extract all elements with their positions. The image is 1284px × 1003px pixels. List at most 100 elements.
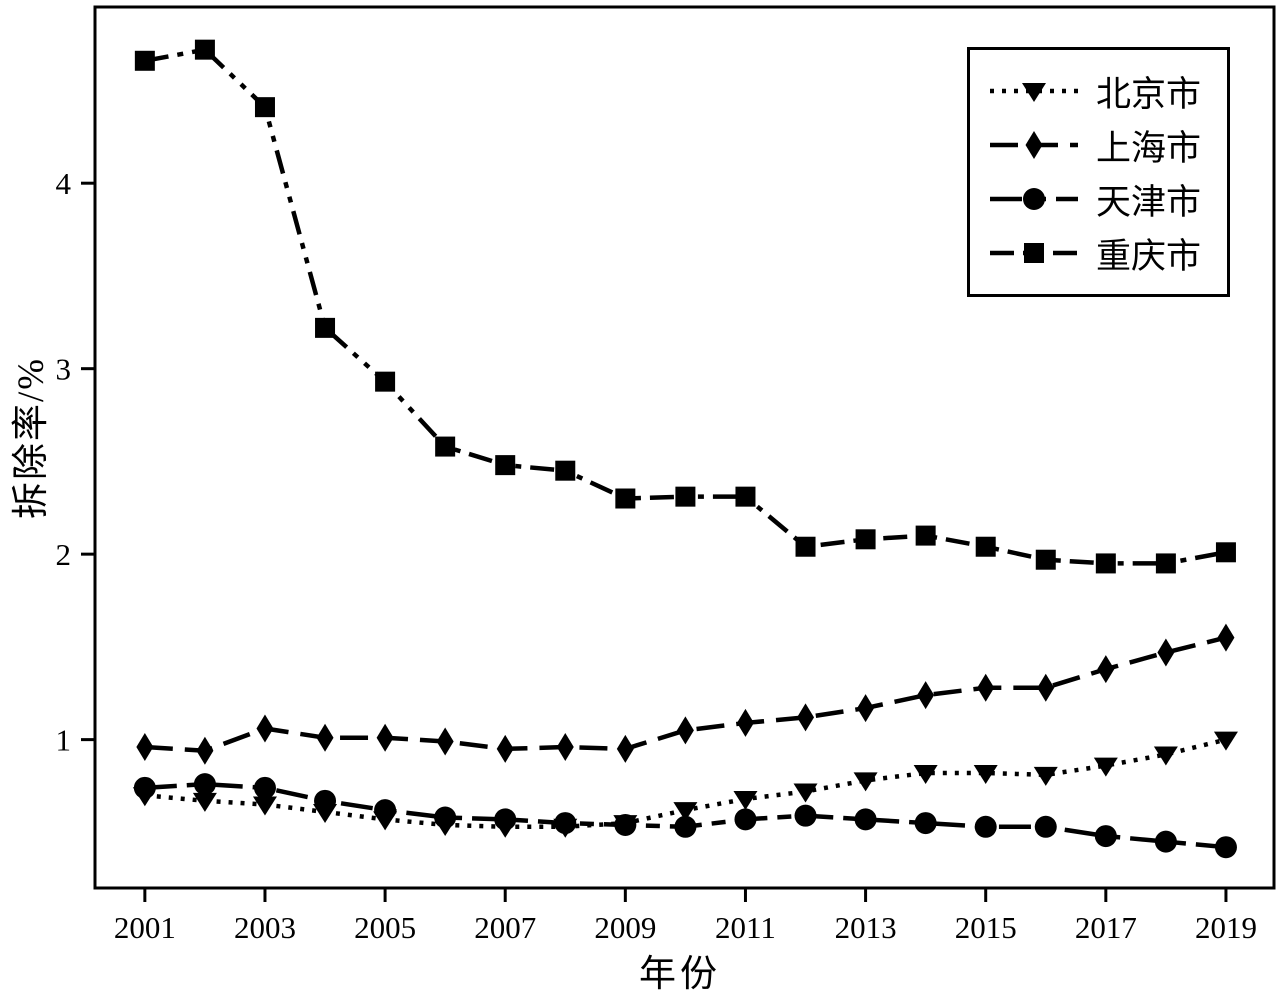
legend-item-beijing: 北京市 <box>988 64 1201 118</box>
x-axis-title: 年份 <box>639 954 721 995</box>
triangle-down-marker-icon <box>793 783 818 803</box>
square-marker-icon <box>315 317 336 338</box>
circle-marker-icon <box>974 815 997 838</box>
legend-item-chongqing: 重庆市 <box>988 226 1201 280</box>
circle-marker-icon <box>854 808 877 831</box>
circle-marker-icon <box>914 812 937 835</box>
triangle-down-marker-icon <box>733 790 758 810</box>
triangle-down-marker-icon <box>192 792 217 812</box>
diamond-marker-icon <box>376 723 394 752</box>
diamond-marker-icon <box>1097 655 1115 684</box>
square-marker-icon <box>915 525 936 546</box>
circle-marker-icon <box>1094 825 1117 848</box>
circle-marker-icon <box>133 776 156 799</box>
square-marker-icon <box>975 536 996 557</box>
diamond-marker-icon <box>917 681 935 710</box>
y-axis-title: 拆除率/% <box>11 356 52 520</box>
diamond-marker-icon <box>196 736 214 765</box>
triangle-down-marker-icon <box>1033 766 1058 786</box>
diamond-marker-icon <box>1037 673 1055 702</box>
diamond-marker-icon <box>736 708 754 737</box>
diamond-marker-icon <box>556 733 574 762</box>
x-tick-label: 2001 <box>114 910 176 945</box>
x-tick-label: 2003 <box>234 910 296 945</box>
square-marker-icon <box>435 436 456 457</box>
circle-marker-icon <box>554 812 577 835</box>
x-tick-label: 2015 <box>955 910 1017 945</box>
square-marker-icon <box>1024 243 1044 263</box>
legend-swatch-circle-dash-line-icon <box>990 188 1078 210</box>
x-tick-label: 2019 <box>1195 910 1257 945</box>
square-marker-icon <box>1215 542 1236 563</box>
y-tick-label: 2 <box>56 537 72 572</box>
circle-marker-icon <box>794 804 817 827</box>
square-marker-icon <box>194 39 215 60</box>
triangle-down-marker-icon <box>1213 731 1238 751</box>
diamond-marker-icon <box>256 714 274 743</box>
legend-swatch-triangle-dotted-line-icon <box>990 83 1078 102</box>
square-marker-icon <box>1155 553 1176 574</box>
x-tick-label: 2013 <box>835 910 897 945</box>
triangle-down-marker-icon <box>853 772 878 792</box>
square-marker-icon <box>735 486 756 507</box>
plot-border <box>93 5 1276 890</box>
square-marker-icon <box>254 97 275 118</box>
square-marker-icon <box>375 371 396 392</box>
square-marker-icon <box>1035 549 1056 570</box>
square-marker-icon <box>555 460 576 481</box>
circle-marker-icon <box>1034 815 1057 838</box>
circle-marker-icon <box>314 789 337 812</box>
diamond-marker-icon <box>1025 131 1043 159</box>
x-tick-label: 2009 <box>594 910 656 945</box>
circle-marker-icon <box>1154 830 1177 853</box>
square-marker-icon <box>495 455 516 476</box>
circle-marker-icon <box>374 799 397 822</box>
legend-swatch-square-dashdot-line-icon <box>990 243 1078 263</box>
legend-label-shanghai: 上海市 <box>1096 128 1202 168</box>
diamond-marker-icon <box>316 723 334 752</box>
series-3 <box>134 39 1236 574</box>
legend: 北京市 上海市 天津市 重庆市 <box>967 47 1231 297</box>
triangle-down-marker-icon <box>1153 746 1178 766</box>
diamond-marker-icon <box>1157 638 1175 667</box>
square-marker-icon <box>1095 553 1116 574</box>
y-tick-label: 1 <box>56 723 72 758</box>
legend-item-tianjin: 天津市 <box>988 172 1201 226</box>
circle-marker-icon <box>494 808 517 831</box>
legend-label-beijing: 北京市 <box>1096 74 1202 114</box>
circle-marker-icon <box>193 773 216 796</box>
square-marker-icon <box>855 529 876 550</box>
y-tick-label: 3 <box>56 352 72 387</box>
diamond-marker-icon <box>977 673 995 702</box>
diamond-marker-icon <box>136 733 154 762</box>
legend-swatch-diamond-dash-line-icon <box>990 131 1078 159</box>
triangle-down-marker-icon <box>1093 757 1118 777</box>
diamond-marker-icon <box>496 734 514 763</box>
circle-marker-icon <box>253 776 276 799</box>
x-tick-label: 2017 <box>1075 910 1137 945</box>
y-tick-label: 4 <box>56 166 72 201</box>
legend-label-chongqing: 重庆市 <box>1096 236 1202 276</box>
diamond-marker-icon <box>616 734 634 763</box>
triangle-down-marker-icon <box>673 802 698 822</box>
square-marker-icon <box>134 50 155 71</box>
diamond-marker-icon <box>676 716 694 745</box>
legend-label-tianjin: 天津市 <box>1096 182 1202 222</box>
square-marker-icon <box>795 536 816 557</box>
triangle-down-marker-icon <box>1022 83 1046 102</box>
x-tick-label: 2011 <box>715 910 776 945</box>
series-2 <box>133 773 1237 859</box>
triangle-down-marker-icon <box>252 796 277 816</box>
circle-marker-icon <box>614 813 637 836</box>
triangle-down-marker-icon <box>913 765 938 785</box>
x-tick-label: 2007 <box>474 910 536 945</box>
series-1 <box>136 623 1235 765</box>
circle-marker-icon <box>674 815 697 838</box>
circle-marker-icon <box>434 806 457 829</box>
square-marker-icon <box>675 486 696 507</box>
diamond-marker-icon <box>857 694 875 723</box>
circle-marker-icon <box>1023 188 1045 210</box>
triangle-down-marker-icon <box>973 765 998 785</box>
circle-marker-icon <box>734 808 757 831</box>
